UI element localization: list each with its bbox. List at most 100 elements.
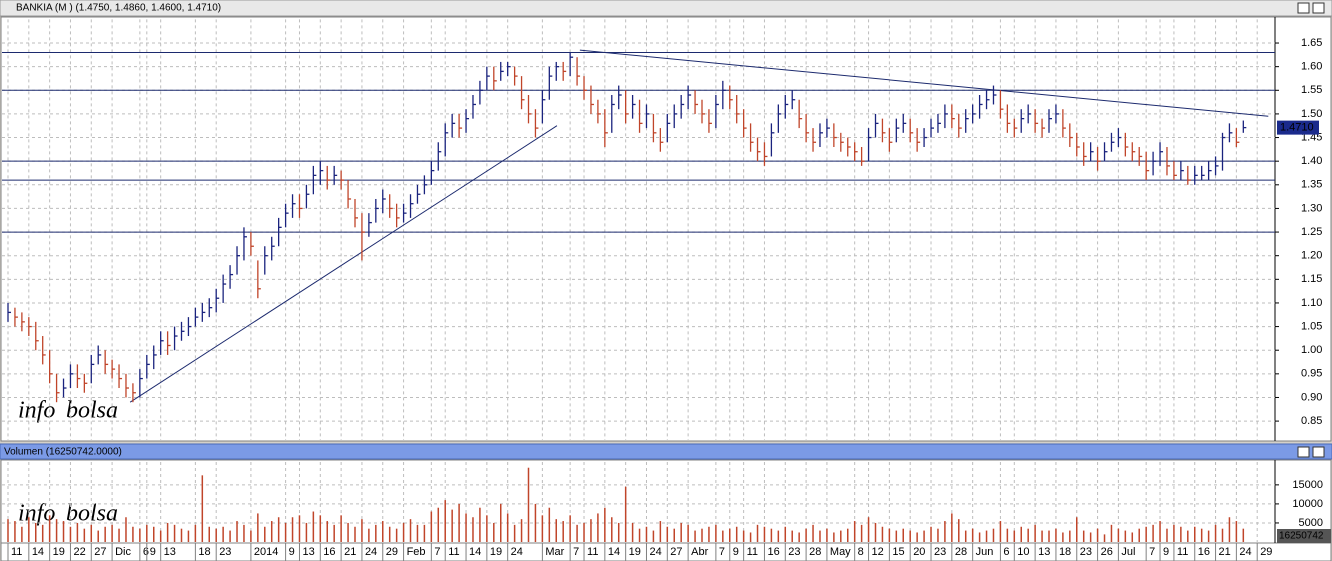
restore-button[interactable] [1297, 2, 1310, 14]
x-tick-label: 24 [365, 546, 377, 558]
x-tick-label: 26 [1101, 546, 1113, 558]
x-tick-label: 13 [164, 546, 176, 558]
last-value-box [1277, 120, 1319, 135]
x-tick-label: 11 [11, 546, 22, 558]
close-button[interactable] [1312, 446, 1325, 458]
x-tick-label: 15 [892, 546, 904, 558]
x-tick-label: Jul [1121, 546, 1135, 558]
x-tick-label: 11 [1177, 546, 1188, 558]
price-panel [0, 16, 1332, 442]
y-tick-label: 1.60 [1301, 61, 1322, 73]
x-tick-label: 9 [150, 546, 156, 558]
y-tick-label: 1.00 [1301, 344, 1322, 356]
y-tick-label: 1.05 [1301, 320, 1322, 332]
x-tick-label: 7 [1149, 546, 1155, 558]
x-tick-label: 18 [198, 546, 210, 558]
y-tick-label: 0.95 [1301, 368, 1322, 380]
x-tick-label: 28 [809, 546, 821, 558]
x-tick-label: 8 [858, 546, 864, 558]
x-tick-label: Dic [115, 546, 131, 558]
watermark-info: info [18, 398, 55, 424]
x-tick-label: 6 [143, 546, 149, 558]
x-tick-label: 22 [73, 546, 85, 558]
x-tick-label: May [830, 546, 851, 558]
x-tick-label: 11 [587, 546, 598, 558]
x-tick-label: 14 [32, 546, 44, 558]
x-tick-label: 9 [733, 546, 739, 558]
x-tick-label: Jun [976, 546, 994, 558]
x-tick-label: 10 [1017, 546, 1029, 558]
x-tick-label: 11 [448, 546, 459, 558]
x-axis-strip [0, 542, 1332, 561]
y-tick-label: 1.65 [1301, 37, 1322, 49]
x-tick-label: Feb [407, 546, 426, 558]
trend-line [129, 125, 558, 403]
x-tick-label: 13 [302, 546, 314, 558]
y-tick-label: 1.30 [1301, 202, 1322, 214]
y-tick-label: 1.55 [1301, 84, 1322, 96]
x-tick-label: 21 [344, 546, 356, 558]
x-tick-label: 19 [490, 546, 502, 558]
y-tick-label: 5000 [1299, 517, 1323, 529]
y-tick-label: 1.20 [1301, 250, 1322, 262]
y-tick-label: 1.35 [1301, 179, 1322, 191]
x-tick-label: 23 [219, 546, 231, 558]
y-tick-label: 1.50 [1301, 108, 1322, 120]
window-title: BANKIA (M ) (1.4750, 1.4860, 1.4600, 1.4… [16, 3, 221, 14]
y-tick-label: 1.25 [1301, 226, 1322, 238]
x-tick-label: 24 [1239, 546, 1251, 558]
y-tick-label: 1.10 [1301, 297, 1322, 309]
x-tick-label: 19 [53, 546, 65, 558]
x-tick-label: 23 [788, 546, 800, 558]
last-value-label: 16250742 [1279, 531, 1324, 542]
x-tick-label: 27 [94, 546, 106, 558]
x-tick-label: 27 [670, 546, 682, 558]
x-tick-label: 23 [1080, 546, 1092, 558]
last-value-label: 1.4710 [1280, 122, 1314, 134]
watermark-bolsa: bolsa [66, 501, 118, 527]
close-button[interactable] [1312, 2, 1325, 14]
x-tick-label: 12 [872, 546, 884, 558]
x-tick-label: 16 [1198, 546, 1210, 558]
x-tick-label: 11 [747, 546, 758, 558]
x-tick-label: 2014 [254, 546, 278, 558]
x-tick-label: 16 [323, 546, 335, 558]
x-tick-label: 20 [913, 546, 925, 558]
x-tick-label: Mar [545, 546, 564, 558]
trend-line [579, 49, 1269, 117]
volume-title: Volumen (16250742.0000) [4, 447, 122, 458]
watermark-bolsa: bolsa [66, 398, 118, 424]
title-bar [0, 0, 1332, 17]
x-tick-label: 21 [1219, 546, 1231, 558]
x-tick-label: 7 [573, 546, 579, 558]
restore-button[interactable] [1297, 446, 1310, 458]
x-tick-label: 18 [1059, 546, 1071, 558]
x-tick-label: 7 [719, 546, 725, 558]
x-tick-label: 13 [1038, 546, 1050, 558]
x-tick-label: 16 [767, 546, 779, 558]
x-tick-label: Abr [691, 546, 708, 558]
x-tick-label: 14 [608, 546, 620, 558]
x-tick-label: 29 [386, 546, 398, 558]
x-tick-label: 9 [1163, 546, 1169, 558]
volume-panel [0, 459, 1332, 544]
x-tick-label: 6 [1003, 546, 1009, 558]
y-tick-label: 0.90 [1301, 391, 1322, 403]
x-tick-label: 28 [955, 546, 967, 558]
x-tick-label: 7 [434, 546, 440, 558]
last-value-box [1277, 529, 1331, 543]
x-tick-label: 14 [469, 546, 481, 558]
x-tick-label: 9 [289, 546, 295, 558]
y-tick-label: 15000 [1292, 479, 1323, 491]
y-tick-label: 1.15 [1301, 273, 1322, 285]
x-tick-label: 24 [511, 546, 523, 558]
y-tick-label: 10000 [1292, 498, 1323, 510]
y-tick-label: 1.40 [1301, 155, 1322, 167]
y-tick-label: 0.85 [1301, 415, 1322, 427]
volume-header [0, 443, 1332, 460]
x-tick-label: 19 [629, 546, 641, 558]
x-tick-label: 24 [649, 546, 661, 558]
x-tick-label: 29 [1260, 546, 1272, 558]
x-tick-label: 23 [934, 546, 946, 558]
